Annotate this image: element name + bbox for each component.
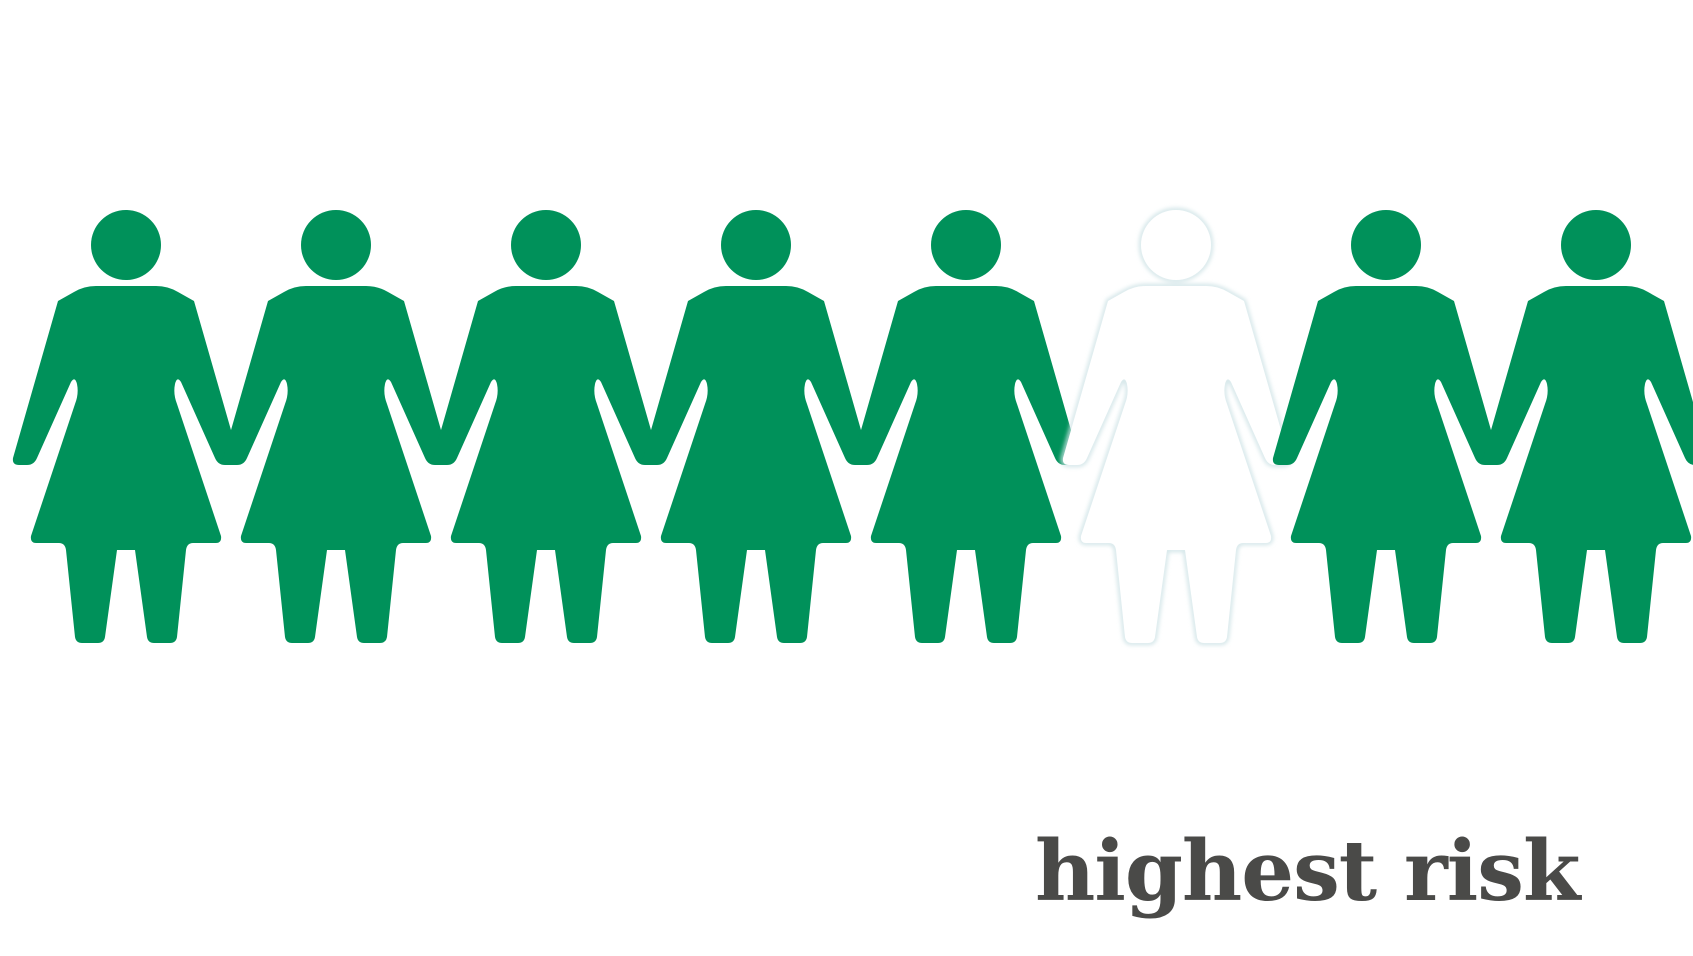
- woman-head: [721, 210, 791, 280]
- woman-icon-highlighted: [1060, 208, 1292, 645]
- woman-body: [1062, 286, 1290, 643]
- woman-icon: [222, 210, 450, 643]
- woman-icon: [432, 210, 660, 643]
- woman-body: [1482, 286, 1693, 643]
- woman-head: [511, 210, 581, 280]
- woman-icon: [642, 210, 870, 643]
- women-figures-row: [12, 208, 1693, 645]
- woman-head: [931, 210, 1001, 280]
- woman-body: [222, 286, 450, 643]
- woman-body: [852, 286, 1080, 643]
- woman-head: [301, 210, 371, 280]
- woman-icon: [1482, 210, 1693, 643]
- woman-body: [1272, 286, 1500, 643]
- caption-highest-risk: highest risk: [1035, 822, 1581, 920]
- woman-head: [1351, 210, 1421, 280]
- woman-icon: [12, 210, 240, 643]
- woman-head: [1561, 210, 1631, 280]
- woman-body: [642, 286, 870, 643]
- woman-head: [91, 210, 161, 280]
- woman-body: [432, 286, 660, 643]
- woman-body: [12, 286, 240, 643]
- woman-icon: [852, 210, 1080, 643]
- woman-icon: [1272, 210, 1500, 643]
- woman-head: [1141, 210, 1211, 280]
